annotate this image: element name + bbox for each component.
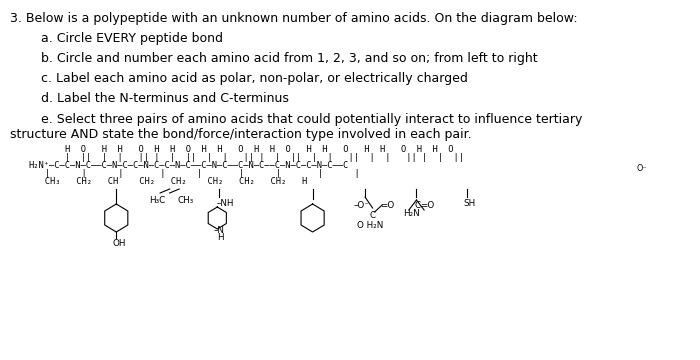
Text: CH₃   CH₂   CH    CH₂   CH₂    CH₂   CH₂   CH₂   H: CH₃ CH₂ CH CH₂ CH₂ CH₂ CH₂ CH₂ H [29,176,307,185]
Text: –NH: –NH [216,198,234,207]
Text: OH: OH [113,239,126,248]
Text: O H₂N: O H₂N [358,220,384,230]
Text: a. Circle EVERY peptide bond: a. Circle EVERY peptide bond [41,32,223,45]
Text: CH₃: CH₃ [177,195,193,204]
Text: b. Circle and number each amino acid from 1, 2, 3, and so on; from left to right: b. Circle and number each amino acid fro… [41,52,538,65]
Text: 3. Below is a polypeptide with an unknown number of amino acids. On the diagram : 3. Below is a polypeptide with an unknow… [10,12,577,25]
Text: =O: =O [380,201,395,210]
Text: –O⁻: –O⁻ [354,201,370,210]
Text: H₂N: H₂N [403,208,420,217]
Text: C: C [414,201,421,210]
Text: H₃C: H₃C [148,195,165,204]
Text: H₂N⁺–C–C–N–C––C–N–C–C–N–C–C–N–C––C–N–C––C–N–C––C–N–C–C–N–C––C: H₂N⁺–C–C–N–C––C–N–C–C–N–C–C–N–C––C–N–C––… [29,161,349,170]
Text: H: H [217,233,224,242]
Text: structure AND state the bond/force/interaction type involved in each pair.: structure AND state the bond/force/inter… [10,128,471,141]
Text: C: C [370,211,376,220]
Text: d. Label the N-terminus and C-terminus: d. Label the N-terminus and C-terminus [41,92,289,105]
Text: =O: =O [420,201,435,210]
Text: |  ||  |  |   || |  |  ||  |  |   || |  |  ||  |  |   ||  |  |   || |  |  ||: | || | | || | | || | | || | | || | | || … [65,153,464,162]
Text: SH: SH [463,198,475,207]
Text: e. Select three pairs of amino acids that could potentially interact to influenc: e. Select three pairs of amino acids tha… [41,113,582,126]
Text: H  O   H  H   O  H  H  O  H  H   O  H  H  O   H  H   O   H  H   O  H  H  O: H O H H O H H O H H O H H O H H O H H O … [65,144,454,153]
Text: O⁻: O⁻ [636,163,648,172]
Text: |      |      |       |      |       |      |       |      |: | | | | | | | | | [29,168,359,177]
Text: c. Label each amino acid as polar, non-polar, or electrically charged: c. Label each amino acid as polar, non-p… [41,72,468,85]
Text: –N: –N [214,225,225,234]
